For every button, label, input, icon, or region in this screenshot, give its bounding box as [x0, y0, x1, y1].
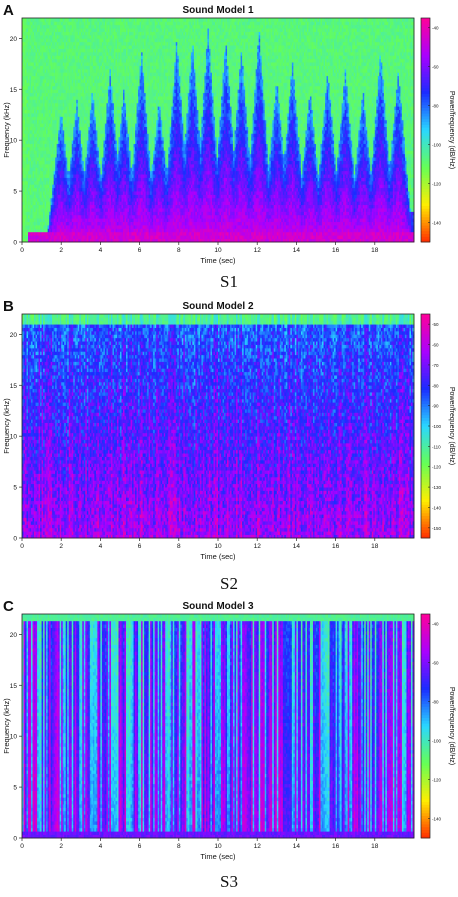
colorbar-tick-label: -130 — [432, 485, 442, 490]
x-tick-label: 18 — [371, 543, 379, 550]
colorbar-label: Power/frequency (dB/Hz) — [448, 91, 455, 169]
chart-title: Sound Model 2 — [182, 301, 254, 312]
x-tick-label: 8 — [177, 543, 181, 550]
x-tick-label: 4 — [99, 543, 103, 550]
x-tick-label: 12 — [254, 247, 262, 254]
x-axis-label: Time (sec) — [200, 852, 236, 861]
panel-b: Sound Model 2 B 0 2 4 6 8 10 12 14 16 18 0 5 10 15 20 Tim… — [0, 296, 458, 571]
x-tick-label: 16 — [332, 247, 340, 254]
y-tick-label: 0 — [13, 536, 17, 543]
colorbar-tick-label: -120 — [432, 182, 442, 187]
spectrogram-image — [22, 314, 415, 539]
colorbar-tick-label: -70 — [432, 363, 439, 368]
x-tick-label: 6 — [138, 543, 142, 550]
x-axis-label: Time (sec) — [200, 256, 236, 265]
y-tick-label: 20 — [10, 632, 18, 639]
y-tick-label: 20 — [10, 36, 18, 43]
y-axis-label: Frequency (kHz) — [2, 398, 11, 454]
y-tick-label: 10 — [10, 734, 18, 741]
x-tick-label: 2 — [59, 247, 63, 254]
x-tick-label: 18 — [371, 843, 379, 850]
y-tick-label: 15 — [10, 383, 18, 390]
x-tick-label: 14 — [293, 543, 301, 550]
panel-letter: B — [3, 298, 14, 315]
x-tick-label: 14 — [293, 843, 301, 850]
x-tick-label: 16 — [332, 543, 340, 550]
caption-s2: S2 — [0, 574, 458, 594]
colorbar-tick-label: -140 — [432, 221, 442, 226]
x-tick-label: 8 — [177, 843, 181, 850]
colorbar-tick-label: -140 — [432, 505, 442, 510]
x-tick-label: 4 — [99, 843, 103, 850]
panel-letter: C — [3, 598, 14, 615]
y-tick-label: 10 — [10, 434, 18, 441]
colorbar-tick-label: -140 — [432, 817, 442, 822]
x-tick-label: 0 — [20, 543, 24, 550]
spectrogram-image — [22, 614, 415, 839]
colorbar-tick-label: -150 — [432, 526, 442, 531]
y-tick-label: 15 — [10, 87, 18, 94]
x-tick-label: 18 — [371, 247, 379, 254]
y-tick-label: 0 — [13, 836, 17, 843]
colorbar-tick-label: -50 — [432, 322, 439, 327]
colorbar-tick-label: -120 — [432, 778, 442, 783]
chart-title: Sound Model 3 — [182, 601, 254, 612]
y-tick-label: 15 — [10, 683, 18, 690]
colorbar-tick-label: -80 — [432, 104, 439, 109]
colorbar-tick-label: -60 — [432, 343, 439, 348]
x-tick-label: 8 — [177, 247, 181, 254]
chart-title: Sound Model 1 — [182, 5, 254, 16]
colorbar-tick-label: -120 — [432, 465, 442, 470]
colorbar-tick-label: -40 — [432, 26, 439, 31]
x-tick-label: 6 — [138, 843, 142, 850]
colorbar-tick-label: -60 — [432, 65, 439, 70]
colorbar-tick-label: -40 — [432, 622, 439, 627]
y-tick-label: 5 — [13, 189, 17, 196]
x-tick-label: 12 — [254, 543, 262, 550]
x-tick-label: 10 — [214, 247, 222, 254]
x-tick-label: 10 — [214, 843, 222, 850]
colorbar-tick-label: -80 — [432, 383, 439, 388]
x-tick-label: 2 — [59, 543, 63, 550]
colorbar-tick-label: -110 — [432, 444, 441, 449]
x-tick-label: 12 — [254, 843, 262, 850]
y-tick-label: 20 — [10, 332, 18, 339]
panel-letter: A — [3, 2, 14, 19]
spectrogram-chart-2: Sound Model 2 B 0 2 4 6 8 10 12 14 16 18 0 5 10 15 20 Tim… — [2, 298, 455, 561]
y-tick-label: 10 — [10, 138, 18, 145]
x-axis-label: Time (sec) — [200, 552, 236, 561]
spectrogram-chart-3: Sound Model 3 C 0 2 4 6 8 10 12 14 16 18 0 5 10 15 20 Tim… — [2, 598, 455, 861]
x-tick-label: 10 — [214, 543, 222, 550]
x-tick-label: 14 — [293, 247, 301, 254]
colorbar-label: Power/frequency (dB/Hz) — [448, 387, 455, 465]
colorbar-tick-label: -100 — [432, 424, 442, 429]
x-tick-label: 4 — [99, 247, 103, 254]
colorbar-tick-label: -100 — [432, 143, 442, 148]
colorbar — [420, 313, 431, 539]
colorbar-label: Power/frequency (dB/Hz) — [448, 687, 455, 765]
y-tick-label: 5 — [13, 785, 17, 792]
y-axis-label: Frequency (kHz) — [2, 698, 11, 754]
panel-a: Sound Model 1 A 0 2 4 6 8 10 12 14 16 18 0 5 10 15 20 Tim… — [0, 0, 458, 275]
colorbar-tick-label: -60 — [432, 661, 439, 666]
colorbar — [420, 613, 431, 839]
y-tick-label: 5 — [13, 485, 17, 492]
colorbar-tick-label: -100 — [432, 739, 442, 744]
y-tick-label: 0 — [13, 240, 17, 247]
spectrogram-chart-1: Sound Model 1 A 0 2 4 6 8 10 12 14 16 18 0 5 10 15 20 Tim… — [2, 2, 455, 265]
x-tick-label: 6 — [138, 247, 142, 254]
x-tick-label: 0 — [20, 843, 24, 850]
colorbar-tick-label: -90 — [432, 404, 439, 409]
colorbar — [420, 17, 431, 243]
x-tick-label: 16 — [332, 843, 340, 850]
x-tick-label: 2 — [59, 843, 63, 850]
caption-s1: S1 — [0, 272, 458, 292]
colorbar-tick-label: -80 — [432, 700, 439, 705]
x-tick-label: 0 — [20, 247, 24, 254]
y-axis-label: Frequency (kHz) — [2, 102, 11, 158]
spectrogram-image — [22, 18, 415, 243]
panel-c: Sound Model 3 C 0 2 4 6 8 10 12 14 16 18 0 5 10 15 20 Tim… — [0, 596, 458, 871]
caption-s3: S3 — [0, 872, 458, 892]
